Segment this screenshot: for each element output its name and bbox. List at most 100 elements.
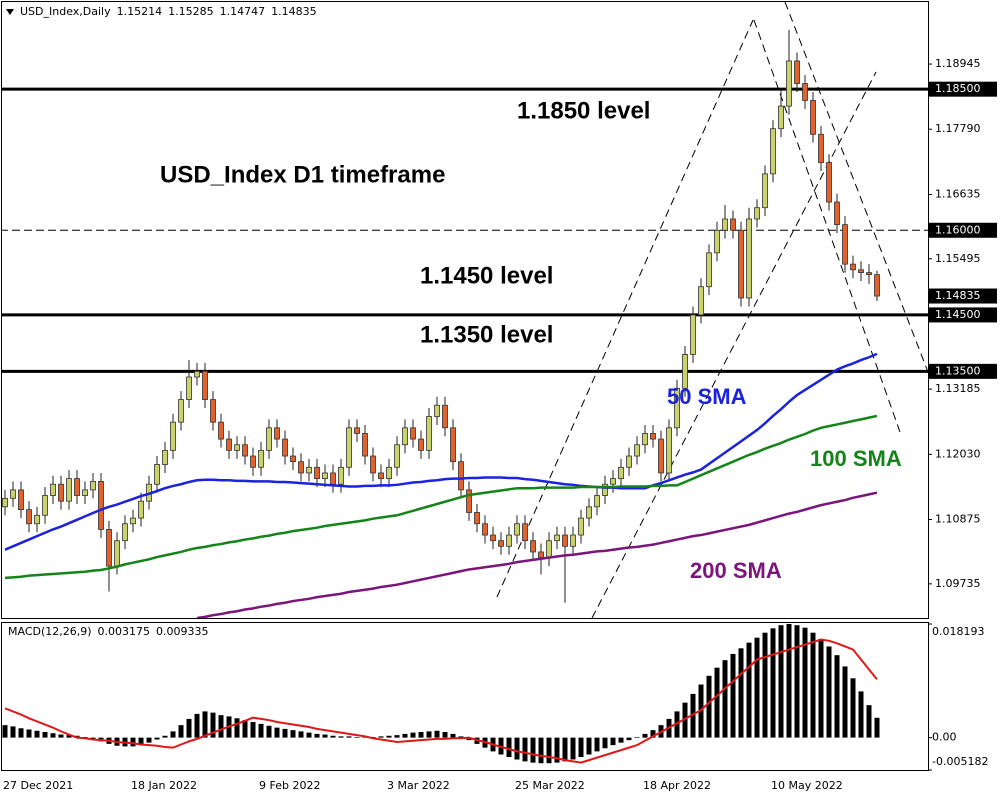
candle-body-down — [858, 269, 864, 273]
macd-bar — [50, 733, 56, 738]
candle-body-up — [514, 523, 520, 536]
candle-body-up — [306, 466, 312, 474]
macd-bar — [194, 713, 200, 738]
candle-body-up — [754, 207, 760, 220]
macd-bar — [706, 675, 712, 738]
candle-body-up — [138, 500, 144, 519]
macd-bar — [354, 737, 360, 738]
macd-bar — [450, 733, 456, 738]
macd-bar — [610, 737, 616, 746]
candle-body-up — [266, 427, 272, 451]
x-tick-label: 18 Apr 2022 — [643, 779, 711, 792]
price-panel — [1, 1, 929, 619]
y-tick-label: 1.13185 — [935, 382, 981, 395]
macd-bar — [34, 730, 40, 738]
macd-bar — [834, 655, 840, 738]
candle-body-down — [530, 540, 536, 553]
candle-body-up — [434, 404, 440, 417]
y-tick-label: 0.018193 — [932, 625, 985, 638]
candle-body-up — [402, 427, 408, 446]
macd-bar — [242, 720, 248, 738]
macd-bar — [746, 642, 752, 738]
level-box — [929, 363, 997, 379]
macd-bar — [810, 632, 816, 738]
candle-body-down — [474, 512, 480, 525]
candle-body-down — [410, 427, 416, 440]
macd-bar — [842, 666, 848, 738]
macd-bar — [586, 737, 592, 755]
candle-body-up — [586, 506, 592, 519]
macd-bar — [218, 715, 224, 738]
macd-bar — [170, 731, 176, 738]
macd-bar — [506, 737, 512, 757]
macd-bar — [618, 737, 624, 743]
candle-body-up — [386, 466, 392, 479]
x-tick-label: 27 Dec 2021 — [3, 779, 73, 792]
macd-bar — [282, 728, 288, 738]
candle-body-down — [218, 421, 224, 440]
candle-body-up — [546, 540, 552, 559]
macd-bar — [306, 732, 312, 738]
macd-bar — [434, 730, 440, 738]
macd-bar — [858, 691, 864, 738]
candle-body-down — [498, 540, 504, 547]
candle-body-up — [234, 444, 240, 451]
candle-body-down — [202, 370, 208, 400]
last-high: 1.15285 — [168, 5, 214, 18]
macd-bar — [538, 737, 544, 764]
macd-bar — [554, 737, 560, 763]
candle-body-down — [74, 478, 80, 496]
macd-bar — [410, 732, 416, 738]
candle-body-up — [2, 497, 8, 508]
candle-body-up — [178, 399, 184, 423]
candle-body-up — [170, 421, 176, 451]
candle-body-up — [706, 252, 712, 288]
x-tick-label: 10 May 2022 — [771, 779, 843, 792]
macd-bar — [522, 737, 528, 762]
macd-bar — [514, 737, 520, 760]
level-label: 1.14500 — [935, 308, 981, 321]
macd-bar — [386, 735, 392, 738]
candle-body-up — [762, 173, 768, 209]
candle-body-up — [130, 517, 136, 525]
macd-bar — [866, 705, 872, 738]
macd-bar — [162, 735, 168, 738]
candle-body-down — [242, 444, 248, 457]
annotation: USD_Index D1 timeframe — [160, 161, 445, 188]
level-box — [929, 81, 997, 97]
candle-body-up — [186, 376, 192, 400]
candle-body-up — [114, 540, 120, 567]
macd-bar — [2, 725, 8, 738]
macd-bar — [26, 729, 32, 738]
macd-bar — [570, 737, 576, 760]
macd-header: MACD(12,26,9) 0.003175 0.009335 — [8, 625, 209, 638]
candle-body-up — [626, 455, 632, 468]
candle-body-up — [322, 472, 328, 479]
macd-bar — [378, 736, 384, 738]
menu-arrow — [6, 9, 14, 15]
macd-bar — [426, 731, 432, 738]
macd-bar — [258, 723, 264, 738]
macd-bar — [786, 623, 792, 738]
signal-line — [4, 638, 878, 764]
price-plot — [2, 29, 928, 618]
y-tick-label: -0.005182 — [932, 755, 988, 768]
macd-bar — [18, 728, 24, 738]
candle-body-up — [610, 478, 616, 485]
candle-body-down — [314, 466, 320, 479]
macd-bar — [338, 736, 344, 738]
macd-bar — [730, 653, 736, 738]
candle-body-up — [66, 478, 72, 502]
candle-body-up — [602, 483, 608, 496]
candle-body-down — [562, 534, 568, 547]
candle-body-up — [578, 517, 584, 536]
candle-body-up — [42, 495, 48, 516]
level-box — [929, 307, 997, 323]
macd-bar — [322, 734, 328, 738]
candle-body-up — [714, 229, 720, 254]
candle-body-up — [770, 128, 776, 175]
candle-body-down — [274, 427, 280, 440]
candle-body-down — [522, 523, 528, 542]
